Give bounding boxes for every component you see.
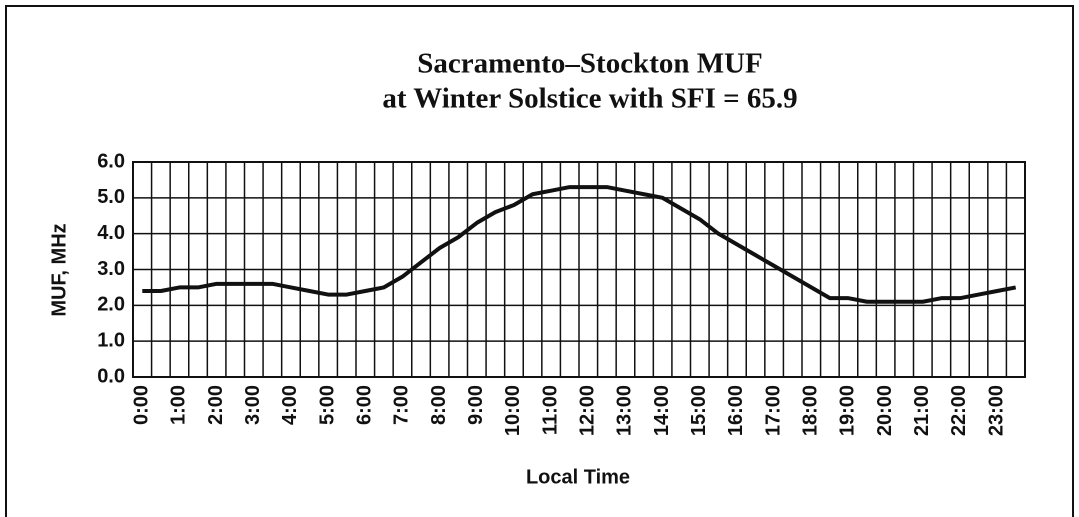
x-tick-label: 15:00 [688,385,710,436]
data-line [142,185,1017,304]
x-tick-label: 4:00 [279,385,301,425]
y-tick-label: 4.0 [97,222,125,244]
y-tick-label: 2.0 [97,294,125,316]
x-tick-label: 8:00 [428,385,450,425]
y-tick-label: 1.0 [97,329,125,351]
x-tick-label: 5:00 [316,385,338,425]
y-tick-label: 3.0 [97,258,125,280]
x-tick-label: 3:00 [242,385,264,425]
chart-subtitle: at Winter Solstice with SFI = 65.9 [382,83,797,115]
x-tick-label: 16:00 [725,385,747,436]
x-tick-label: 14:00 [651,385,673,436]
x-tick-label: 12:00 [577,385,599,436]
x-tick-label: 10:00 [502,385,524,436]
x-tick-label: 19:00 [837,385,859,436]
x-tick-label: 1:00 [168,385,190,425]
x-tick-label: 0:00 [131,385,153,425]
x-tick-label: 13:00 [614,385,636,436]
x-tick-label: 18:00 [800,385,822,436]
x-tick-label: 2:00 [205,385,227,425]
frame [5,5,1074,517]
x-tick-label: 20:00 [874,385,896,436]
x-tick-label: 6:00 [354,385,376,425]
plot-border [132,161,1026,378]
x-tick-label: 21:00 [911,385,933,436]
x-tick-label: 7:00 [391,385,413,425]
x-tick-label: 17:00 [762,385,784,436]
x-tick-label: 23:00 [985,385,1007,436]
y-tick-label: 6.0 [97,150,125,172]
x-tick-label: 11:00 [539,385,561,435]
y-tick-label: 0.0 [97,365,125,387]
x-axis-label: Local Time [526,466,630,488]
y-tick-label: 5.0 [97,186,125,208]
y-axis-label: MUF, MHz [48,223,70,316]
x-tick-label: 22:00 [948,385,970,436]
chart-title: Sacramento–Stockton MUF [417,48,763,80]
x-tick-label: 9:00 [465,385,487,425]
